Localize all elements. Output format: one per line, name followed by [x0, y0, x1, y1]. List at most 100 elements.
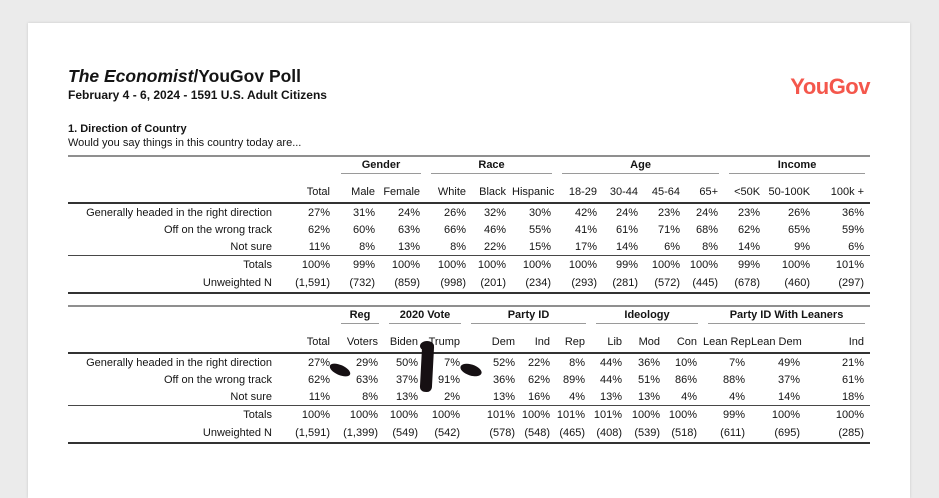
row-label: Generally headed in the right direction [86, 356, 272, 369]
summary-cell: 100% [426, 255, 473, 274]
row-label: Unweighted N [202, 277, 272, 289]
summary-cell: (611) [720, 427, 746, 439]
column-header: Ind [806, 324, 871, 354]
poll-title: The Economist/YouGov Poll [68, 66, 870, 86]
group-header: Age [557, 156, 724, 174]
data-cell: 8% [359, 240, 375, 253]
data-cell: 18% [842, 390, 865, 403]
group-header-label: Reg [341, 309, 379, 324]
row-label-column-header [68, 324, 278, 354]
summary-cell: 101% [591, 405, 629, 424]
group-header-spacer [68, 156, 336, 174]
group-header-label: Income [729, 159, 866, 174]
summary-cell: 100% [557, 255, 604, 274]
data-cell: 6% [848, 240, 865, 253]
data-cell: 59% [842, 223, 865, 236]
row-label-column-header [68, 174, 278, 204]
data-cell: 23% [738, 206, 761, 219]
summary-cell: (297) [838, 277, 865, 289]
data-cell: 8% [702, 240, 719, 253]
table-row: Not sure 11% 8% 13% 8% 22% 15% 17% 14% 6% 8% 14% 9% 6… [68, 238, 870, 256]
report-page: The Economist/YouGov Poll February 4 - 6… [28, 23, 910, 498]
column-header: 45-64 [644, 174, 687, 204]
summary-cell: (578) [489, 427, 515, 439]
data-cell: 21% [842, 356, 865, 369]
yougov-logo: YouGov [790, 74, 870, 99]
row-label: Unweighted N [202, 427, 272, 439]
data-cell: 9% [794, 240, 811, 253]
data-cell: 27% [307, 356, 330, 369]
data-cell: 4% [569, 390, 586, 403]
row-label: Generally headed in the right direction [86, 206, 272, 219]
summary-cell: (201) [480, 277, 507, 289]
summary-cell: 100% [806, 405, 871, 424]
data-cell: 60% [352, 223, 375, 236]
summary-cell: (732) [349, 277, 375, 289]
data-cell: 41% [575, 223, 598, 236]
data-cell: 8% [362, 390, 378, 403]
column-header: <50K [724, 174, 767, 204]
group-header: Gender [336, 156, 426, 174]
data-cell: 13% [395, 390, 418, 403]
data-cell: 68% [696, 223, 719, 236]
data-cell: 14% [616, 240, 639, 253]
data-cell: 51% [637, 373, 661, 386]
data-cell: 14% [738, 240, 761, 253]
summary-cell: (234) [525, 277, 552, 289]
data-cell: 61% [842, 373, 865, 386]
row-label: Totals [68, 405, 278, 424]
column-header: Trump [424, 324, 466, 354]
group-header-label: Party ID [471, 309, 587, 324]
summary-cell: 100% [666, 405, 704, 424]
table-row: Off on the wrong track 62% 63% 37% 91% 36% 62%… [68, 371, 870, 388]
data-cell: 29% [355, 356, 378, 369]
poll-title-yougov: /YouGov Poll [193, 66, 302, 86]
column-header: Female [381, 174, 427, 204]
summary-cell: (285) [838, 427, 865, 439]
column-header: Male [336, 174, 381, 204]
data-cell: 22% [483, 240, 507, 253]
data-cell: 49% [778, 356, 801, 369]
summary-cell: 100% [628, 405, 667, 424]
group-header: Party ID [466, 306, 591, 324]
data-cell: 36% [637, 356, 661, 369]
summary-cell: 100% [278, 405, 336, 424]
column-header: Con [666, 324, 704, 354]
table-row: Generally headed in the right direction 2… [68, 203, 870, 221]
row-label: Off on the wrong track [163, 223, 272, 236]
summary-cell: (1,591) [295, 277, 330, 289]
data-cell: 13% [599, 390, 623, 403]
data-cell: 26% [443, 206, 467, 219]
data-cell: 88% [723, 373, 746, 386]
summary-cell: (408) [596, 427, 623, 439]
summary-cell: 100% [766, 255, 817, 274]
table-row: Off on the wrong track 62% 60% 63% 66% 46% 55%… [68, 221, 870, 238]
data-cell: 11% [308, 390, 330, 403]
group-header-spacer [68, 306, 336, 324]
summary-row: Unweighted N (1,591) (1,399) (549) (542) (578… [68, 424, 870, 443]
data-cell: 16% [527, 390, 550, 403]
data-cell: 37% [778, 373, 801, 386]
data-cell: 24% [616, 206, 639, 219]
data-cell: 36% [842, 206, 865, 219]
row-label: Not sure [230, 240, 272, 253]
data-cell: 24% [397, 206, 421, 219]
summary-cell: 99% [724, 255, 767, 274]
data-cell: 4% [729, 390, 746, 403]
data-cell: 17% [575, 240, 598, 253]
summary-cell: (445) [692, 277, 719, 289]
column-header: Black [472, 174, 513, 204]
column-header: Rep [556, 324, 592, 354]
data-cell: 44% [599, 356, 623, 369]
summary-cell: 99% [336, 255, 381, 274]
data-cell: 63% [397, 223, 421, 236]
summary-cell: (542) [434, 427, 460, 439]
data-cell: 13% [397, 240, 421, 253]
summary-cell: 100% [686, 255, 725, 274]
data-cell: 86% [675, 373, 698, 386]
summary-cell: 101% [816, 255, 871, 274]
summary-row: Totals 100% 100% 100% 100% 101% 100% 101% 101% 10… [68, 405, 871, 424]
data-cell: 71% [658, 223, 681, 236]
summary-cell: (1,591) [295, 427, 330, 439]
summary-cell: (465) [559, 427, 586, 439]
